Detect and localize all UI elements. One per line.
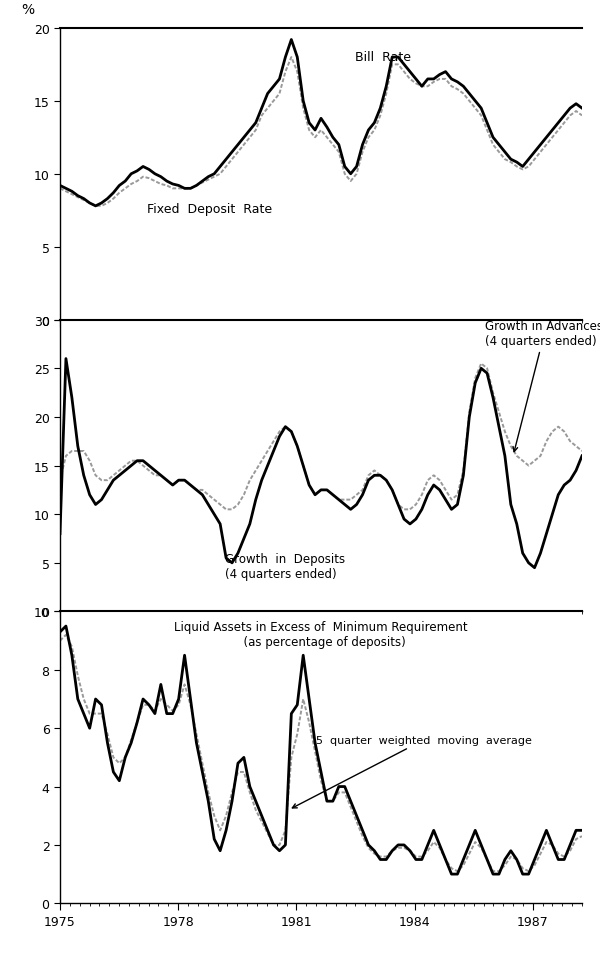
Text: 5  quarter  weighted  moving  average: 5 quarter weighted moving average: [292, 735, 532, 808]
Text: Bill  Rate: Bill Rate: [355, 51, 412, 63]
Text: Liquid Assets in Excess of  Minimum Requirement
  (as percentage of deposits): Liquid Assets in Excess of Minimum Requi…: [174, 621, 468, 649]
Text: Fixed  Deposit  Rate: Fixed Deposit Rate: [146, 203, 272, 215]
Text: %: %: [21, 3, 34, 17]
Text: Growth in Advances
(4 quarters ended): Growth in Advances (4 quarters ended): [485, 320, 600, 453]
Text: Growth  in  Deposits
(4 quarters ended): Growth in Deposits (4 quarters ended): [226, 553, 346, 580]
